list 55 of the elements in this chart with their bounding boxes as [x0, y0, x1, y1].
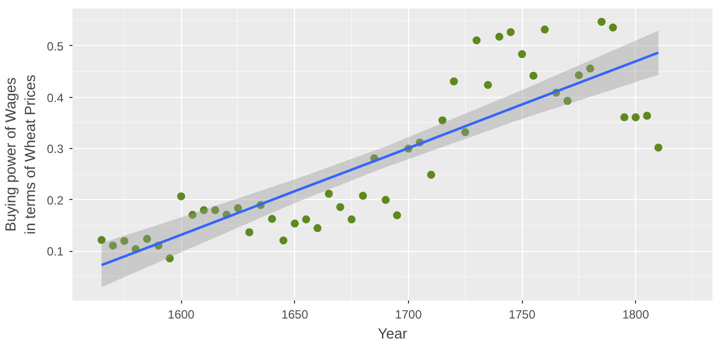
point	[461, 128, 470, 136]
point	[290, 220, 299, 228]
point	[382, 196, 390, 204]
y-tick-label: 0.3	[46, 142, 64, 156]
point	[495, 32, 504, 41]
point	[120, 236, 128, 245]
point	[177, 192, 186, 200]
x-tick-label: 1650	[281, 308, 308, 322]
point	[654, 144, 662, 152]
point	[608, 23, 617, 32]
point	[438, 116, 446, 124]
x-axis-title: Year	[378, 326, 408, 342]
point	[632, 113, 640, 122]
point	[234, 204, 242, 212]
x-tick-label: 1750	[508, 308, 536, 322]
point	[143, 234, 152, 243]
point	[472, 36, 481, 44]
point	[302, 215, 310, 224]
point	[245, 228, 254, 236]
x-tick-label: 1700	[395, 308, 422, 322]
point	[620, 113, 628, 122]
point	[279, 236, 288, 244]
point	[336, 203, 344, 212]
point	[427, 170, 436, 179]
point	[211, 206, 220, 214]
point	[540, 26, 549, 34]
point	[574, 71, 583, 80]
point	[518, 50, 526, 58]
point	[358, 192, 367, 200]
point	[564, 96, 572, 105]
point	[586, 64, 594, 73]
point	[348, 215, 356, 224]
point	[393, 211, 402, 220]
y-tick-label: 0.5	[46, 39, 64, 54]
point	[484, 80, 492, 89]
point	[98, 236, 106, 244]
y-tick-label: 0.4	[46, 90, 64, 105]
line-series	[100, 51, 660, 266]
x-tick-label: 1800	[622, 308, 650, 322]
point	[529, 72, 538, 80]
y-tick-label: 0.1	[46, 244, 64, 259]
point	[506, 28, 515, 36]
point	[268, 214, 276, 223]
y-tick-label: 0.2	[46, 193, 64, 208]
point	[314, 224, 322, 232]
point	[166, 254, 174, 262]
x-tick-label: 1600	[168, 308, 195, 322]
point	[108, 242, 117, 250]
point	[643, 112, 652, 120]
point	[324, 190, 333, 198]
point	[188, 210, 196, 219]
point	[200, 206, 208, 214]
point	[450, 77, 458, 86]
point	[598, 18, 606, 26]
y-axis-title: Buying power of Wages in terms of Wheat Prices	[4, 74, 39, 234]
